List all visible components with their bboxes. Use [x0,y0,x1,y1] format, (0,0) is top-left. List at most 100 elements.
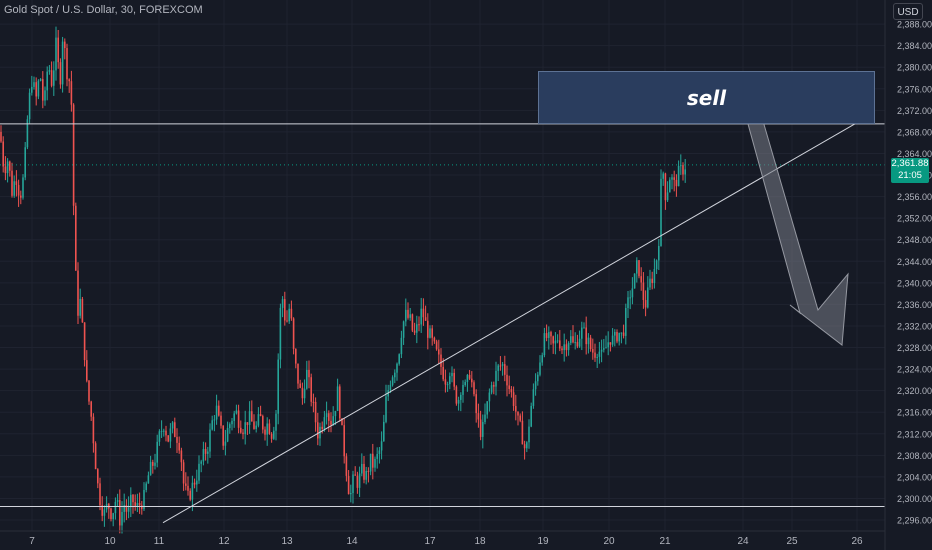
candle-body [407,309,409,318]
candle-body [449,376,451,385]
time-tick-label: 20 [603,536,615,547]
candle-body [484,414,486,423]
candle-body [521,420,524,445]
candle-body [497,365,499,371]
candle-body [281,299,284,308]
candle-body [508,385,510,390]
candle-body [383,421,385,442]
candle-body [563,344,565,351]
candle-body [486,401,488,415]
price-tick-label: 2,352.00 [897,214,932,224]
candle-body [651,278,653,284]
price-tick-label: 2,368.00 [897,127,932,137]
candle-body [112,513,114,520]
candle-body [365,470,367,480]
candle-body [352,474,354,494]
candle-body [317,422,319,439]
candle-body [90,401,92,417]
candle-body [196,480,198,485]
price-tick-label: 2,304.00 [897,472,932,482]
candle-body [6,161,9,174]
candle-body [677,165,680,187]
candle-body [13,181,15,196]
candle-body [81,298,84,323]
candle-body [156,441,158,463]
candle-body [334,410,337,417]
price-tick-label: 2,340.00 [897,278,932,288]
candle-body [380,441,383,451]
candle-body [268,423,271,434]
candle-body [556,340,559,342]
candle-body [607,342,609,348]
candle-body [416,324,418,333]
candle-body [462,385,464,395]
candle-body [420,308,422,325]
candle-body [277,359,279,414]
price-axis[interactable]: 2,296.00 2,300.00 2,304.00 2,308.00 2,312.00… [897,20,932,526]
candle-body [567,342,570,351]
candle-body [110,508,112,520]
candle-body [292,318,295,349]
candle-body [429,328,431,338]
candle-body [158,431,161,442]
candle-body [614,331,616,336]
down-arrow-drawing[interactable] [747,120,849,346]
sell-annotation-box[interactable]: sell [538,71,875,124]
candle-body [583,327,585,329]
candle-body [330,420,332,425]
candle-body [218,405,220,416]
candle-body [134,502,136,507]
candle-body [361,463,363,474]
candle-body [620,332,623,334]
candle-body [622,332,625,336]
time-tick-label: 14 [346,536,358,547]
candle-body [391,377,394,385]
candle-body [136,503,139,507]
candle-body [506,374,508,386]
candle-body [431,328,433,338]
candle-body [642,282,645,300]
candle-body [215,405,218,420]
candle-body [647,287,649,308]
candle-body [301,387,304,399]
candle-body [468,374,471,379]
candle-body [160,430,163,432]
currency-button[interactable]: USD [893,3,923,20]
candle-body [26,119,29,148]
candle-body [680,165,682,167]
price-tick-label: 2,344.00 [897,257,932,267]
candle-body [240,427,242,433]
candle-body [561,348,563,351]
candle-body [237,410,240,428]
candle-body [649,278,651,288]
candle-body [618,332,620,342]
candle-body [33,82,35,87]
time-axis[interactable]: 7 10 11 12 13 14 17 18 19 20 21 24 25 26 [29,536,863,547]
ascending-trendline[interactable] [162,123,856,524]
candle-body [130,494,132,508]
candle-body [653,269,656,284]
price-tick-label: 2,316.00 [897,408,932,418]
candle-body [658,245,660,261]
candle-body [213,419,216,421]
candle-body [662,173,664,179]
candle-body [11,170,13,196]
candle-body [286,320,288,322]
candle-body [367,470,370,472]
price-tick-label: 2,336.00 [897,300,932,310]
candle-body [176,436,178,443]
candle-body [594,352,596,358]
candle-body [545,333,548,338]
candle-body [116,500,119,502]
time-tick-label: 17 [424,536,436,547]
price-tick-label: 2,324.00 [897,365,932,375]
price-tick-label: 2,296.00 [897,516,932,526]
down-arrow-shape[interactable] [747,120,849,346]
candle-body [231,420,233,425]
price-tick-label: 2,388.00 [897,20,932,30]
candle-body [402,321,405,338]
time-tick-label: 19 [537,536,549,547]
candle-body [37,80,40,97]
candle-body [684,169,686,175]
